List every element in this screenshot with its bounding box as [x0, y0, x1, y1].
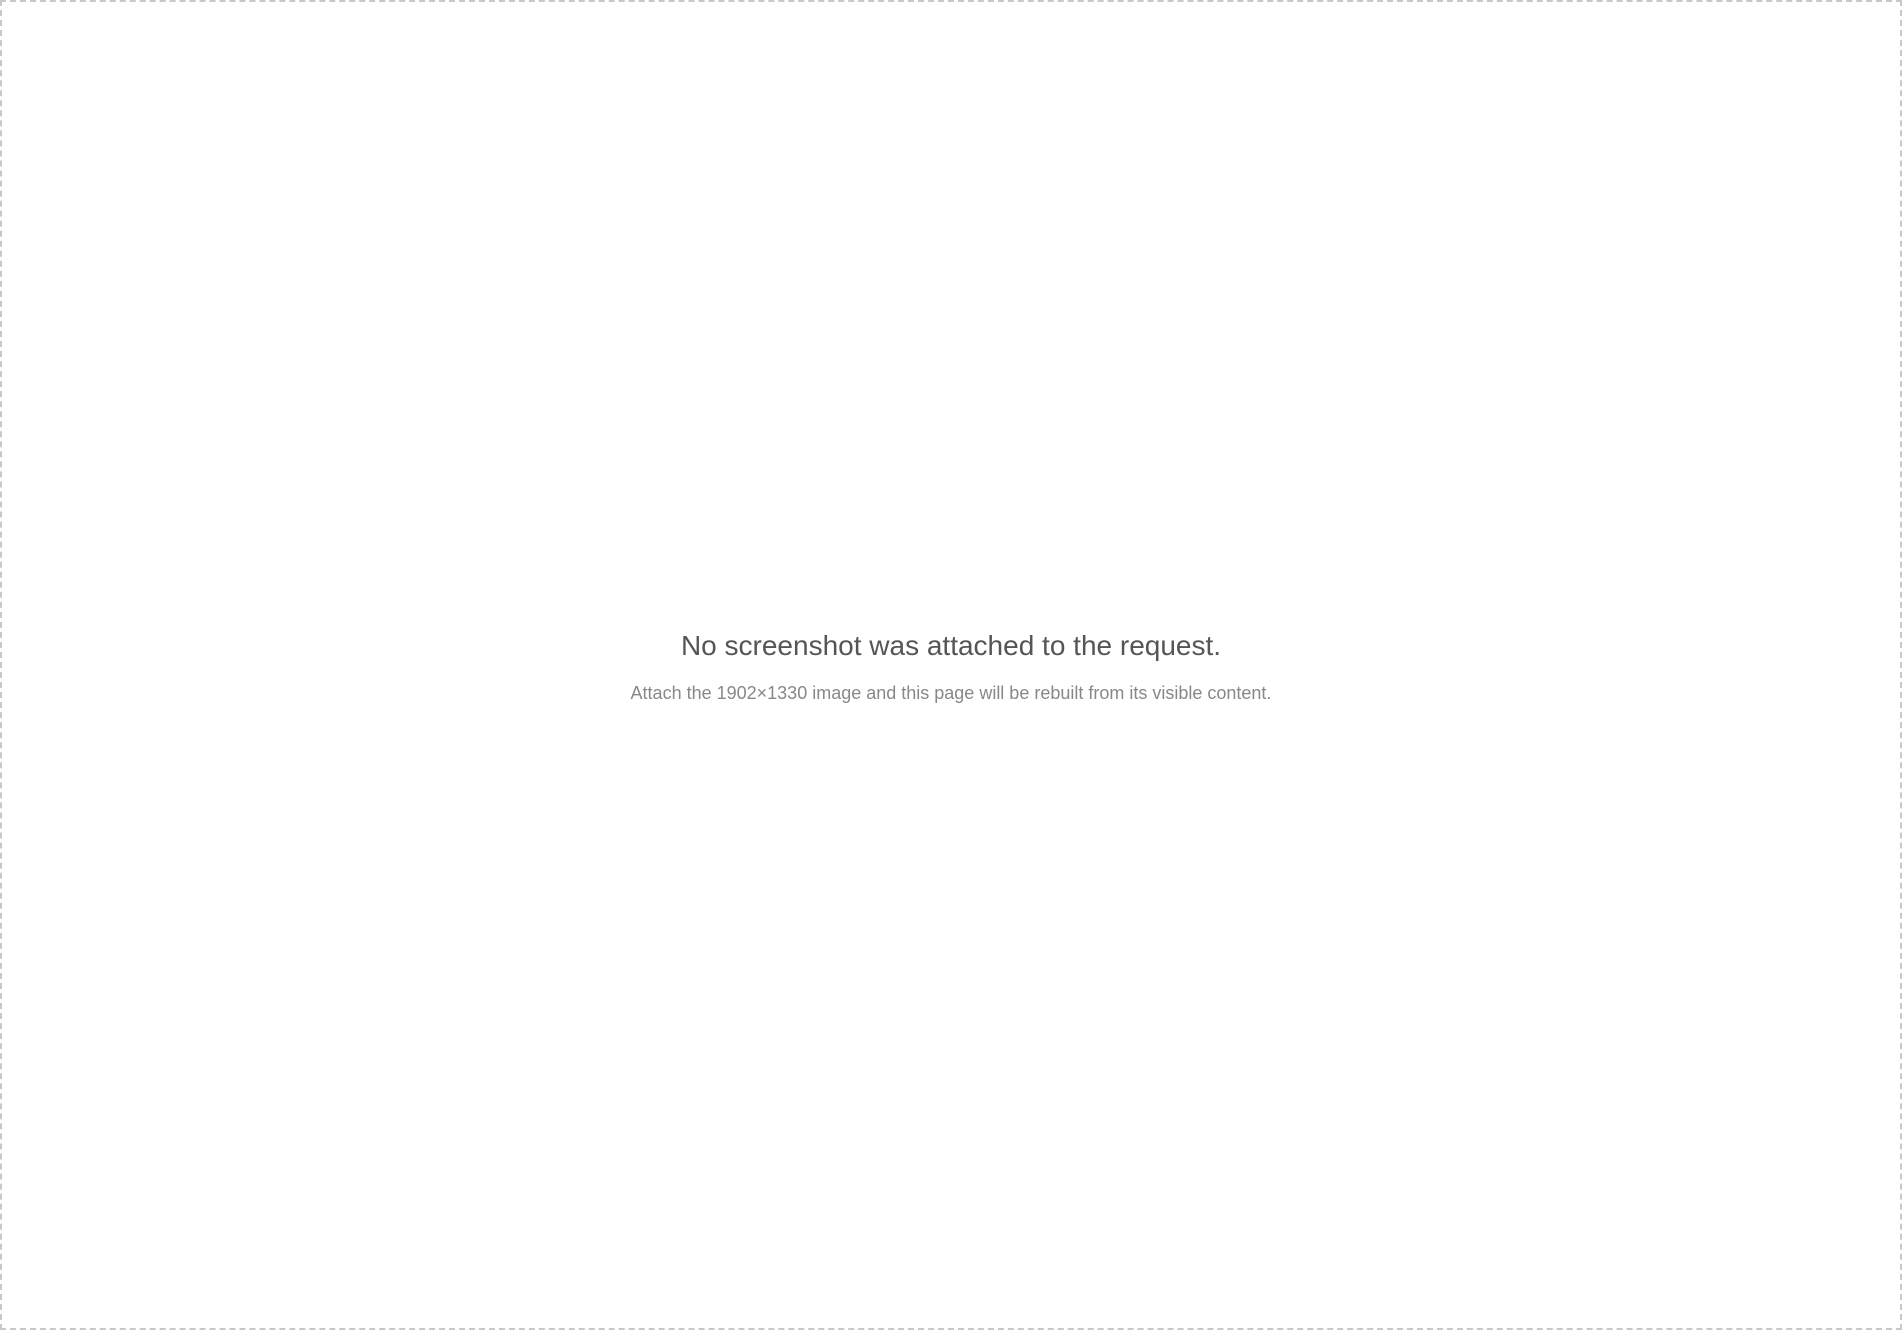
missing-image-instructions: Attach the 1902×1330 image and this page… — [630, 683, 1272, 704]
missing-image-notice: No screenshot was attached to the reques… — [680, 629, 1222, 661]
